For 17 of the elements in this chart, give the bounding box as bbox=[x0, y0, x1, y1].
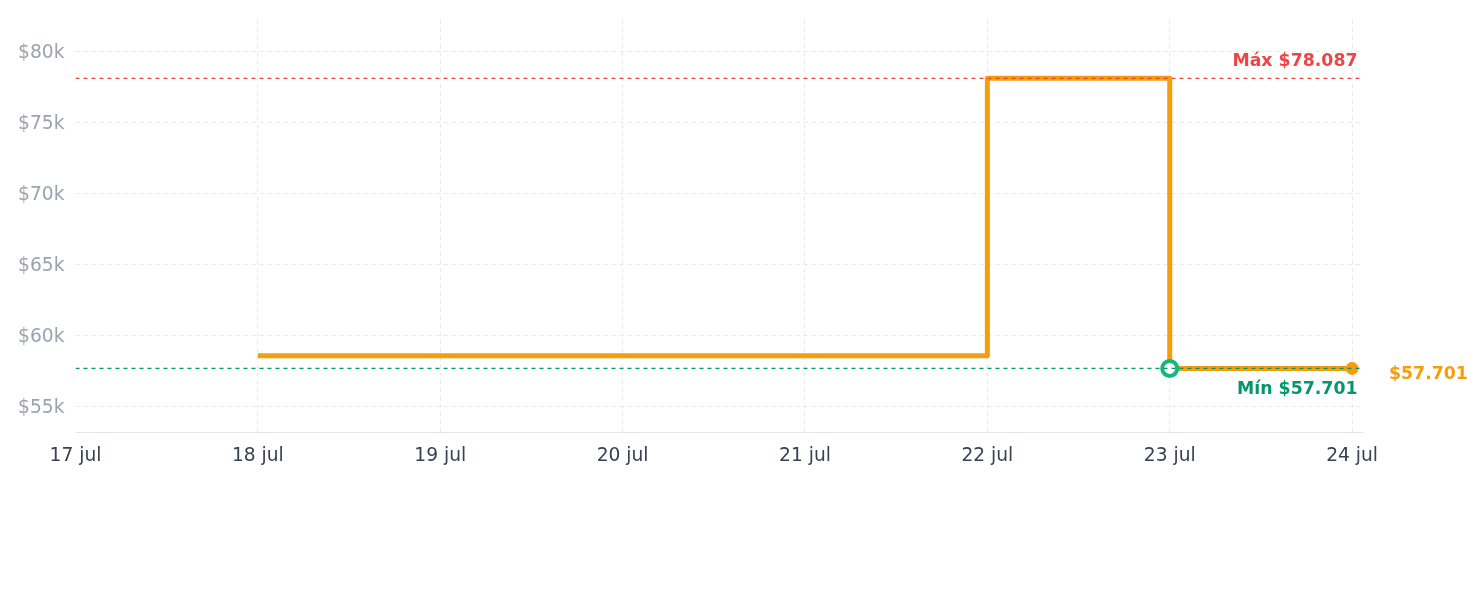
y-tick-label: $55k bbox=[18, 396, 65, 418]
annotation: $57.701 bbox=[1389, 362, 1468, 385]
x-tick-label: 17 jul bbox=[49, 443, 102, 465]
x-tick-label: 22 jul bbox=[961, 443, 1014, 465]
y-tick-label: $80k bbox=[18, 40, 65, 62]
x-tick-label: 24 jul bbox=[1326, 443, 1379, 465]
y-tick-label: $75k bbox=[18, 111, 65, 133]
x-tick-label: 23 jul bbox=[1143, 443, 1196, 465]
y-tick-label: $60k bbox=[18, 325, 65, 347]
x-tick-label: 21 jul bbox=[779, 443, 831, 465]
ref-line-label: Máx $78.087 bbox=[1232, 50, 1358, 71]
x-tick-label: 19 jul bbox=[414, 443, 467, 465]
ref-line-label: Mín $57.701 bbox=[1237, 378, 1358, 399]
y-tick-label: $70k bbox=[18, 182, 65, 204]
x-tick-label: 20 jul bbox=[596, 443, 649, 465]
x-tick-label: 18 jul bbox=[231, 443, 284, 465]
y-tick-label: $65k bbox=[18, 254, 65, 276]
